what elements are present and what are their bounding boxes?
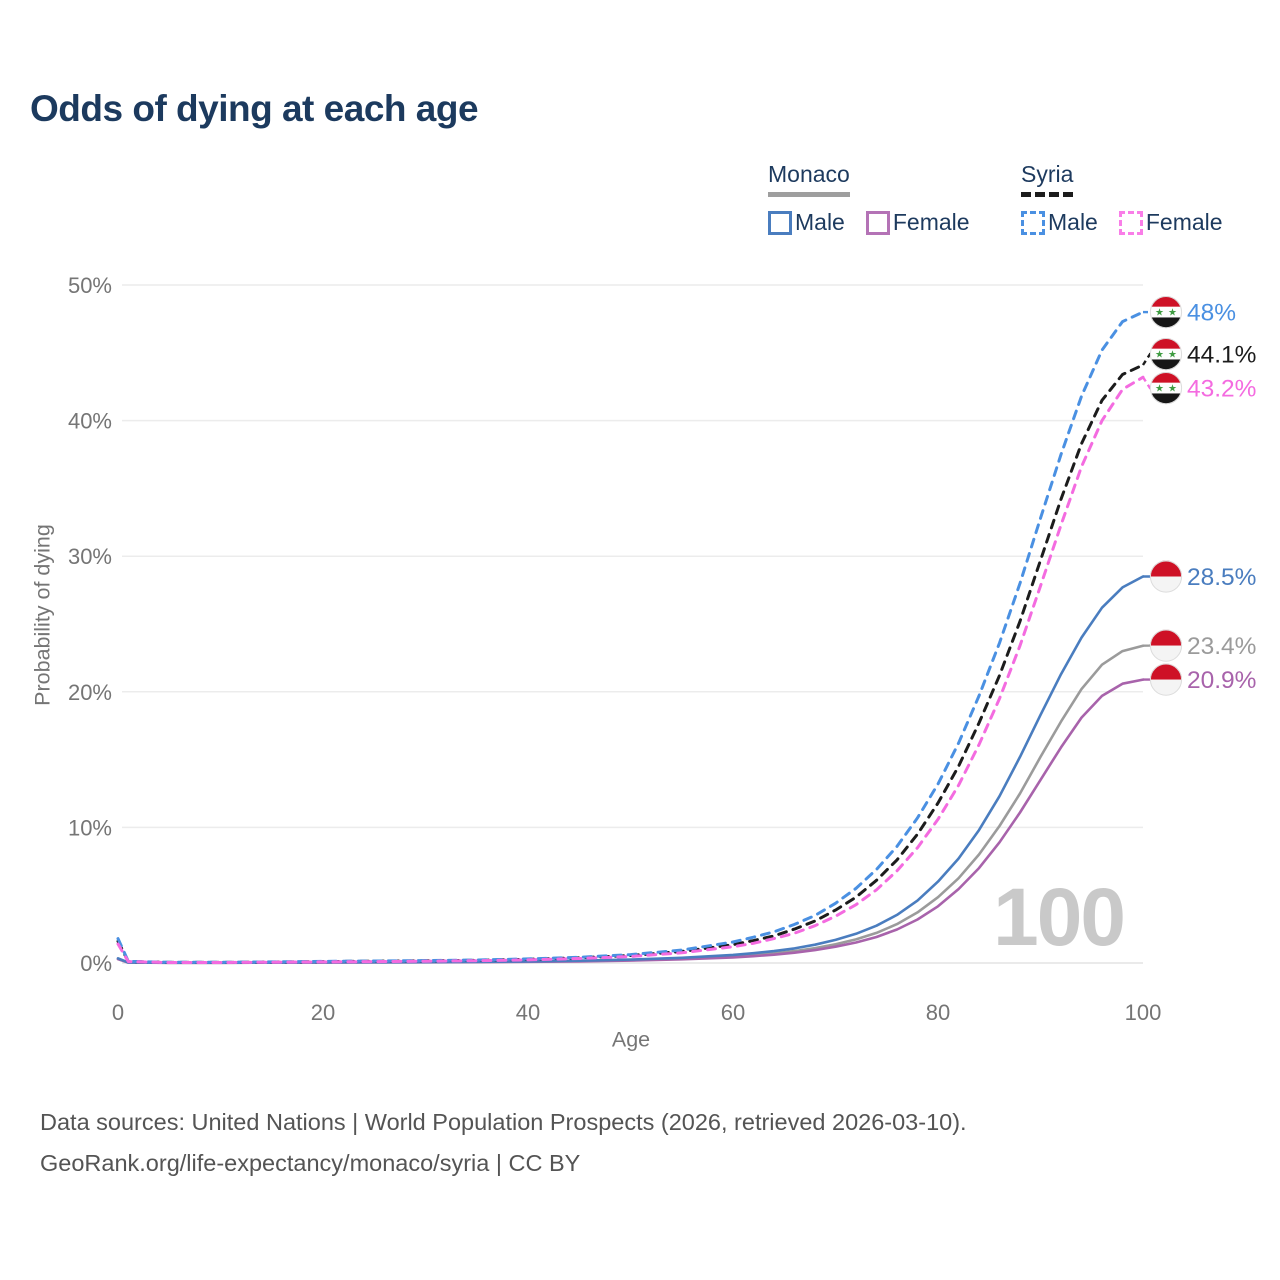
x-tick-label-80: 80 [926,1000,950,1025]
legend-key-syria-male[interactable]: Male [1021,209,1098,236]
series-line-monaco-all [116,644,1145,965]
syria-flag-border [1149,338,1183,371]
end-label-value-syria-all: 44.1% [1187,342,1256,369]
y-tick-label-0: 0% [80,951,112,976]
legend-label-syria-male: Male [1048,209,1098,235]
footer: Data sources: United Nations | World Pop… [40,1102,967,1184]
flag-band-white [1150,679,1182,696]
monaco-flag-icon [1150,560,1182,593]
legend-key-monaco-male[interactable]: Male [768,209,845,236]
y-tick-label-30: 30% [68,544,112,569]
flag-star: ★ [1155,350,1164,361]
flag-star: ★ [1168,308,1177,319]
legend-keys-syria: Male Female [1021,209,1223,236]
syria-flag-icon: ★ ★ [1150,338,1182,371]
legend-country-syria[interactable]: Syria [1021,161,1074,197]
flag-band-black [1150,393,1182,405]
syria-flag-icon: ★ ★ [1150,372,1182,405]
end-label-value-monaco-female: 20.9% [1187,667,1256,694]
legend-group-syria: Syria Male Female [1021,161,1223,236]
page-title: Odds of dying at each age [30,88,479,129]
legend-swatch-monaco-female [865,210,890,235]
flag-star: ★ [1168,350,1177,361]
footer-sources: Data sources: United Nations | World Pop… [40,1109,967,1135]
y-tick-label-20: 20% [68,680,112,705]
syria-flag-border [1149,372,1183,405]
series-line-syria-male [116,310,1145,964]
monaco-flag-border [1149,560,1183,593]
end-label-connector-syria-female [1141,376,1153,390]
flag-band-red [1150,629,1182,646]
flag-band-white [1150,576,1182,593]
monaco-flag-border [1149,663,1183,696]
legend-keys-monaco: Male Female [768,209,970,236]
series-line-monaco-female [116,678,1145,965]
legend-swatch-syria-female [1118,210,1143,235]
end-label-connector-syria-all [1141,352,1153,366]
flag-star: ★ [1155,384,1164,395]
y-tick-label-10: 10% [68,815,112,840]
flag-star: ★ [1155,308,1164,319]
y-tick-label-40: 40% [68,409,112,434]
flag-band-red [1150,663,1182,680]
legend-group-monaco: Monaco Male Female [768,161,970,236]
series-line-syria-female [116,375,1145,964]
series-line-monaco-male [116,575,1145,965]
syria-flag-icon: ★ ★ [1150,296,1182,329]
x-tick-label-20: 20 [311,1000,335,1025]
y-tick-label-50: 50% [68,273,112,298]
legend-key-monaco-female[interactable]: Female [865,209,970,236]
monaco-flag-icon [1150,663,1182,696]
series-line-syria-all [116,363,1145,964]
flag-band-black [1150,359,1182,371]
flag-band-white [1150,645,1182,662]
flag-band-red [1150,338,1182,349]
flag-star: ★ [1168,384,1177,395]
legend-label-syria-female: Female [1145,209,1223,235]
monaco-flag-border [1149,629,1183,662]
flag-band-white [1150,382,1182,394]
age-ticker-watermark: 100 [993,872,1124,963]
end-label-value-syria-male: 48% [1187,300,1236,327]
end-label-value-monaco-all: 23.4% [1187,633,1256,660]
syria-flag-border [1149,296,1183,329]
flag-band-red [1150,372,1182,383]
end-label-value-syria-female: 43.2% [1187,376,1256,403]
flag-band-black [1150,317,1182,329]
flag-band-red [1150,296,1182,307]
legend-label-monaco-female: Female [892,209,970,235]
x-tick-label-0: 0 [112,1000,124,1025]
x-axis-title: Age [611,1027,651,1052]
flag-band-white [1150,348,1182,360]
x-tick-label-40: 40 [516,1000,540,1025]
legend-swatch-monaco-male [768,210,792,235]
legend-key-syria-female[interactable]: Female [1118,209,1223,236]
legend-label-monaco-male: Male [795,209,845,235]
x-tick-label-100: 100 [1125,1000,1162,1025]
legend-country-monaco[interactable]: Monaco [768,161,850,197]
legend-swatch-syria-male [1021,210,1045,235]
flag-band-white [1150,306,1182,318]
y-axis-title: Probability of dying [30,524,55,706]
x-tick-label-60: 60 [721,1000,745,1025]
end-label-value-monaco-male: 28.5% [1187,564,1256,591]
flag-band-red [1150,560,1182,577]
footer-attribution: GeoRank.org/life-expectancy/monaco/syria… [40,1150,581,1176]
monaco-flag-icon [1150,629,1182,662]
